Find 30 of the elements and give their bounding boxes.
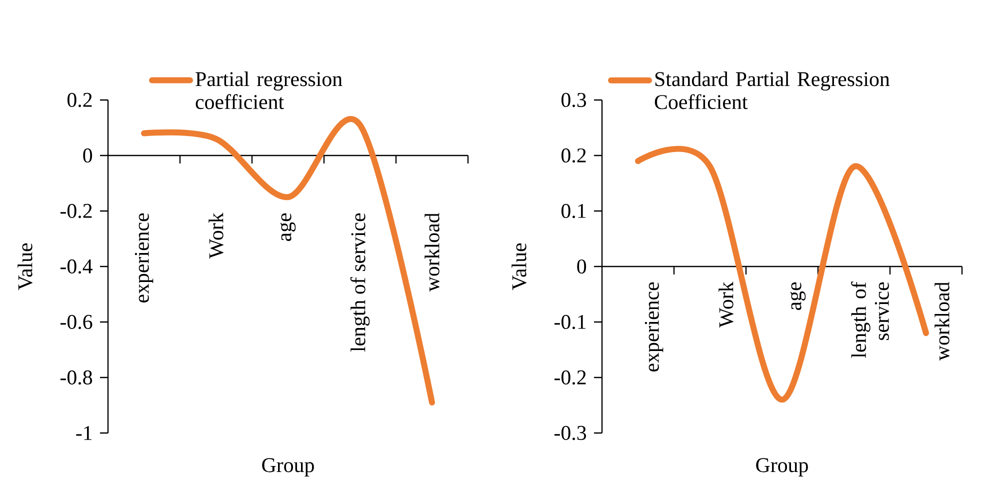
x-tick-label: age [790, 282, 806, 310]
y-axis-title: Value [512, 243, 526, 290]
y-tick-label: -0.8 [60, 370, 92, 385]
x-tick-label: experience [644, 282, 664, 372]
y-tick-label: 0.1 [561, 204, 586, 218]
y-tick-label: -1 [76, 426, 92, 440]
x-tick-label: Work [718, 282, 734, 328]
x-axis-title: Group [262, 458, 314, 476]
y-tick-label: 0.2 [561, 148, 586, 163]
x-tick-label: length of service [350, 213, 370, 352]
x-tick-label: length of service [851, 282, 889, 358]
y-tick-label: 0 [83, 148, 92, 163]
y-tick-label: -0.4 [60, 259, 93, 274]
y-axis-title: Value [18, 243, 32, 290]
x-axis-title: Group [756, 458, 808, 476]
y-tick-label: -0.6 [60, 314, 92, 330]
x-tick-label: workload [424, 212, 440, 292]
x-tick-label: experience [134, 213, 154, 302]
x-tick-label: Work [208, 212, 224, 259]
y-tick-label: -0.3 [554, 426, 586, 440]
x-tick-label: age [280, 213, 296, 241]
y-tick-label: 0 [577, 259, 586, 274]
x-tick-label: workload [934, 282, 950, 361]
y-tick-label: -0.2 [554, 370, 586, 385]
y-tick-label: -0.1 [554, 314, 586, 330]
legend-label: Partial regression coefficient [196, 71, 342, 110]
y-tick-label: -0.2 [60, 204, 92, 218]
y-tick-label: 0.2 [67, 92, 92, 108]
legend-label: Standard Partial Regression Coefficient [654, 71, 890, 110]
y-tick-label: 0.3 [561, 92, 586, 108]
